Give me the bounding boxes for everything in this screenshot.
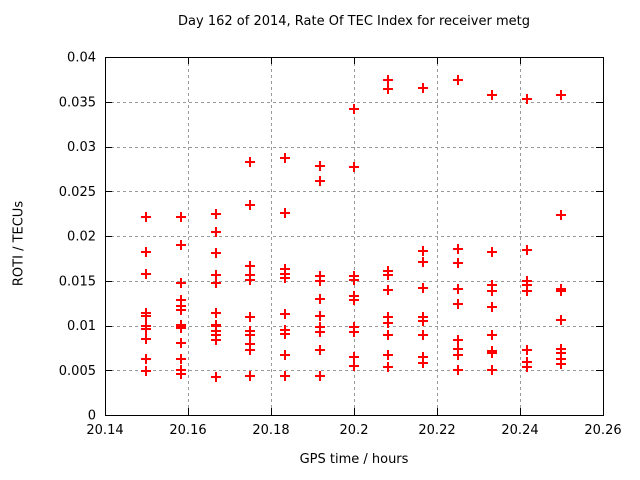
x-tick-label: 20.26 [584, 423, 621, 438]
x-axis-label: GPS time / hours [299, 452, 409, 467]
y-tick-label: 0 [88, 409, 96, 424]
y-tick-label: 0.035 [59, 95, 96, 110]
plot-frame [105, 57, 604, 416]
x-tick-label: 20.22 [418, 423, 455, 438]
x-tick-label: 20.2 [340, 423, 369, 438]
y-tick-label: 0.015 [59, 274, 96, 289]
x-tick-label: 20.16 [169, 423, 206, 438]
x-tick-label: 20.18 [252, 423, 289, 438]
y-tick-label: 0.02 [67, 230, 96, 245]
y-tick-label: 0.005 [59, 364, 96, 379]
x-tick-label: 20.14 [86, 423, 123, 438]
y-tick-label: 0.01 [67, 319, 96, 334]
y-tick-label: 0.04 [67, 51, 96, 66]
x-tick-label: 20.24 [501, 423, 538, 438]
chart-title: Day 162 of 2014, Rate Of TEC Index for r… [178, 14, 530, 29]
y-tick-label: 0.025 [59, 185, 96, 200]
y-tick-label: 0.03 [67, 140, 96, 155]
